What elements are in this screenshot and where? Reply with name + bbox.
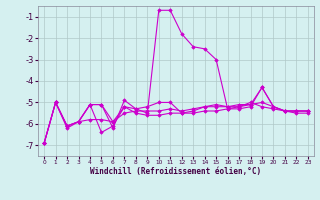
X-axis label: Windchill (Refroidissement éolien,°C): Windchill (Refroidissement éolien,°C) (91, 167, 261, 176)
